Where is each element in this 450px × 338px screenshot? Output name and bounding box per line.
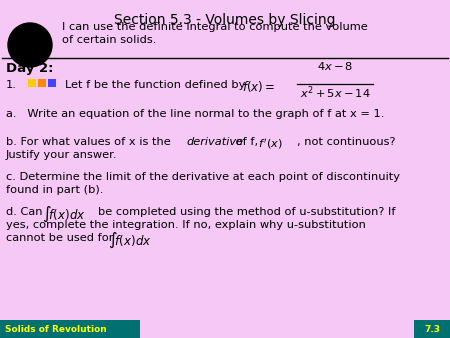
Bar	[38, 79, 46, 87]
Text: c. Determine the limit of the derivative at each point of discontinuity: c. Determine the limit of the derivative…	[6, 172, 400, 182]
Circle shape	[8, 23, 52, 67]
Text: I can use the definite integral to compute the volume: I can use the definite integral to compu…	[62, 22, 368, 32]
Text: , not continuous?: , not continuous?	[297, 137, 396, 147]
Text: $x^2+5x-14$: $x^2+5x-14$	[300, 84, 370, 101]
Text: of certain solids.: of certain solids.	[62, 35, 157, 45]
Bar	[28, 79, 36, 87]
Text: Solids of Revolution: Solids of Revolution	[5, 324, 107, 334]
Text: Let f be the function defined by: Let f be the function defined by	[65, 80, 245, 90]
Text: of f,: of f,	[232, 137, 262, 147]
Text: $\int\!f(x)dx$: $\int\!f(x)dx$	[108, 231, 152, 250]
Text: Justify your answer.: Justify your answer.	[6, 150, 117, 160]
Text: Day 2:: Day 2:	[6, 62, 54, 75]
Circle shape	[19, 34, 41, 56]
Text: $f(x)=$: $f(x)=$	[242, 79, 275, 94]
Bar	[0, 320, 140, 338]
Text: 1.: 1.	[6, 80, 17, 90]
Text: a.   Write an equation of the line normal to the graph of f at x = 1.: a. Write an equation of the line normal …	[6, 109, 384, 119]
Text: 7.3: 7.3	[424, 324, 440, 334]
Text: $4x-8$: $4x-8$	[317, 60, 353, 72]
Bar	[414, 320, 450, 338]
Bar	[48, 79, 56, 87]
Text: cannot be used for: cannot be used for	[6, 233, 113, 243]
Text: $\int\!f(x)dx$: $\int\!f(x)dx$	[42, 205, 86, 224]
Text: found in part (b).: found in part (b).	[6, 185, 104, 195]
Text: Section 5.3 - Volumes by Slicing: Section 5.3 - Volumes by Slicing	[114, 13, 336, 27]
Text: b. For what values of x is the: b. For what values of x is the	[6, 137, 175, 147]
Text: be completed using the method of u-substitution? If: be completed using the method of u-subst…	[98, 207, 396, 217]
Text: derivative: derivative	[186, 137, 243, 147]
Text: d. Can: d. Can	[6, 207, 42, 217]
Circle shape	[25, 40, 35, 50]
Text: yes, complete the integration. If no, explain why u-substitution: yes, complete the integration. If no, ex…	[6, 220, 366, 230]
Text: $f\,'(x)$: $f\,'(x)$	[258, 137, 283, 151]
Circle shape	[13, 28, 47, 62]
